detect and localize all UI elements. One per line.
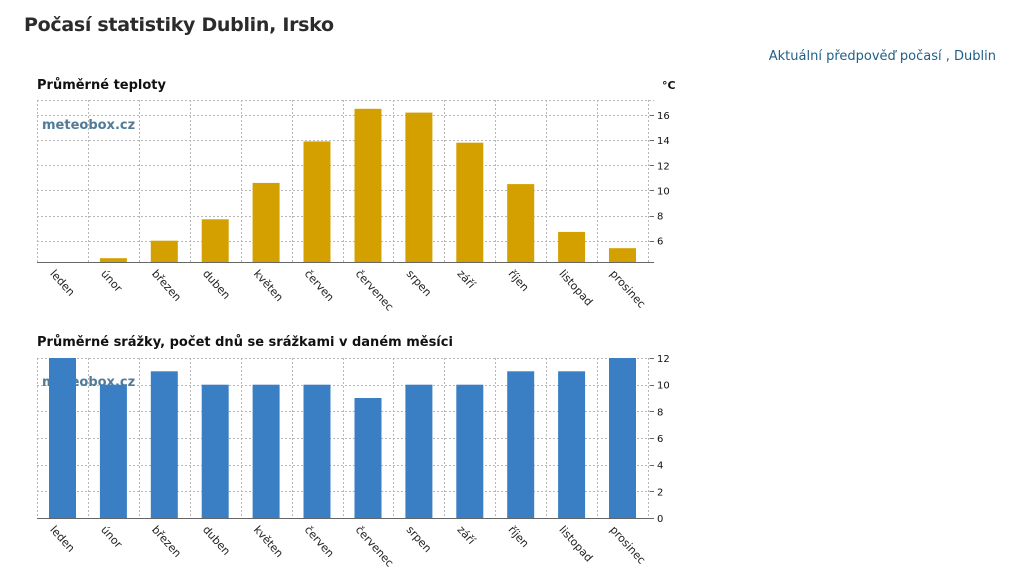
temperature-y-tick-label: 8 bbox=[657, 212, 663, 223]
precipitation-bar-4 bbox=[201, 384, 229, 518]
temperature-bar-5 bbox=[252, 182, 280, 262]
temperature-bar-9 bbox=[456, 142, 484, 262]
precipitation-y-tick-label: 8 bbox=[657, 407, 663, 418]
precipitation-x-label-8: srpen bbox=[404, 523, 434, 555]
temperature-bars bbox=[99, 108, 636, 262]
temperature-grid bbox=[37, 100, 654, 263]
precipitation-x-label-4: duben bbox=[200, 523, 233, 557]
precipitation-x-label-10: říjen bbox=[505, 523, 531, 550]
temperature-x-label-11: listopad bbox=[556, 267, 595, 308]
precipitation-bar-5 bbox=[252, 384, 280, 518]
temperature-y-ticks: 6 8 10 12 14 16 bbox=[650, 111, 670, 248]
precipitation-y-ticks: 0 2 4 6 8 10 12 bbox=[650, 354, 670, 525]
temperature-x-label-6: červen bbox=[302, 267, 337, 304]
precipitation-bar-1 bbox=[49, 358, 76, 518]
precipitation-bar-9 bbox=[456, 384, 484, 518]
temperature-bar-3 bbox=[150, 240, 178, 262]
temperature-x-labels: leden únor březen duben květen červen červenec… bbox=[47, 267, 648, 313]
precipitation-y-tick-label: 6 bbox=[657, 434, 663, 445]
precipitation-bar-2 bbox=[99, 384, 127, 518]
temperature-y-tick-label: 14 bbox=[657, 136, 670, 147]
temperature-x-label-7: červenec bbox=[353, 267, 396, 313]
forecast-link[interactable]: Aktuální předpověď počasí , Dublin bbox=[768, 49, 996, 64]
temperature-bar-7 bbox=[354, 108, 382, 262]
temperature-y-tick-label: 16 bbox=[657, 111, 670, 122]
precipitation-bar-6 bbox=[303, 384, 331, 518]
temperature-chart: Průměrné teploty °C meteobox.cz 6 8 10 12 14… bbox=[37, 78, 676, 313]
temperature-x-label-9: září bbox=[455, 267, 479, 291]
temperature-y-tick-label: 6 bbox=[657, 237, 663, 248]
precipitation-bars bbox=[49, 358, 636, 518]
precipitation-chart-title: Průměrné srážky, počet dnů se srážkami v… bbox=[37, 335, 453, 350]
precipitation-bar-11 bbox=[558, 371, 586, 518]
precipitation-bar-12 bbox=[609, 358, 636, 518]
temperature-y-tick-label: 10 bbox=[657, 186, 670, 197]
temperature-x-label-2: únor bbox=[98, 267, 125, 295]
precipitation-bar-7 bbox=[354, 398, 382, 518]
precipitation-bar-3 bbox=[150, 371, 178, 518]
temperature-bar-4 bbox=[201, 219, 229, 262]
temperature-x-label-3: březen bbox=[149, 267, 184, 304]
precipitation-x-labels: leden únor březen duben květen červen červenec… bbox=[47, 523, 648, 567]
temperature-y-tick-label: 12 bbox=[657, 161, 670, 172]
precipitation-x-label-9: září bbox=[455, 523, 479, 547]
temperature-chart-title: Průměrné teploty bbox=[37, 78, 167, 93]
temperature-bar-12 bbox=[609, 248, 636, 262]
temperature-bar-6 bbox=[303, 141, 331, 262]
precipitation-y-tick-label: 4 bbox=[657, 461, 663, 472]
precipitation-grid bbox=[37, 358, 654, 519]
precipitation-x-label-11: listopad bbox=[556, 523, 595, 564]
precipitation-x-label-2: únor bbox=[98, 523, 125, 551]
page-title: Počasí statistiky Dublin, Irsko bbox=[24, 14, 334, 36]
temperature-x-label-5: květen bbox=[251, 267, 286, 304]
precipitation-y-tick-label: 0 bbox=[657, 514, 663, 525]
precipitation-chart: Průměrné srážky, počet dnů se srážkami v… bbox=[37, 335, 670, 567]
precipitation-x-label-12: prosinec bbox=[607, 523, 648, 566]
temperature-bar-2 bbox=[99, 258, 127, 262]
precipitation-x-label-7: červenec bbox=[353, 523, 396, 567]
precipitation-x-label-3: březen bbox=[149, 523, 184, 560]
precipitation-x-label-6: červen bbox=[302, 523, 337, 560]
temperature-x-label-4: duben bbox=[200, 267, 233, 301]
temperature-bar-8 bbox=[405, 112, 433, 262]
temperature-unit-label: °C bbox=[662, 79, 676, 92]
precipitation-x-label-1: leden bbox=[47, 523, 77, 554]
temperature-x-label-1: leden bbox=[47, 267, 77, 298]
temperature-bar-10 bbox=[507, 184, 535, 262]
precipitation-y-tick-label: 12 bbox=[657, 354, 670, 365]
precipitation-bar-8 bbox=[405, 384, 433, 518]
temperature-x-label-8: srpen bbox=[404, 267, 434, 299]
temperature-x-label-12: prosinec bbox=[607, 267, 648, 310]
precipitation-x-label-5: květen bbox=[251, 523, 286, 560]
precipitation-bar-10 bbox=[507, 371, 535, 518]
temperature-watermark: meteobox.cz bbox=[42, 118, 135, 133]
temperature-x-label-10: říjen bbox=[505, 267, 531, 294]
precipitation-y-tick-label: 2 bbox=[657, 487, 663, 498]
temperature-bar-11 bbox=[558, 231, 586, 262]
precipitation-y-tick-label: 10 bbox=[657, 381, 670, 392]
